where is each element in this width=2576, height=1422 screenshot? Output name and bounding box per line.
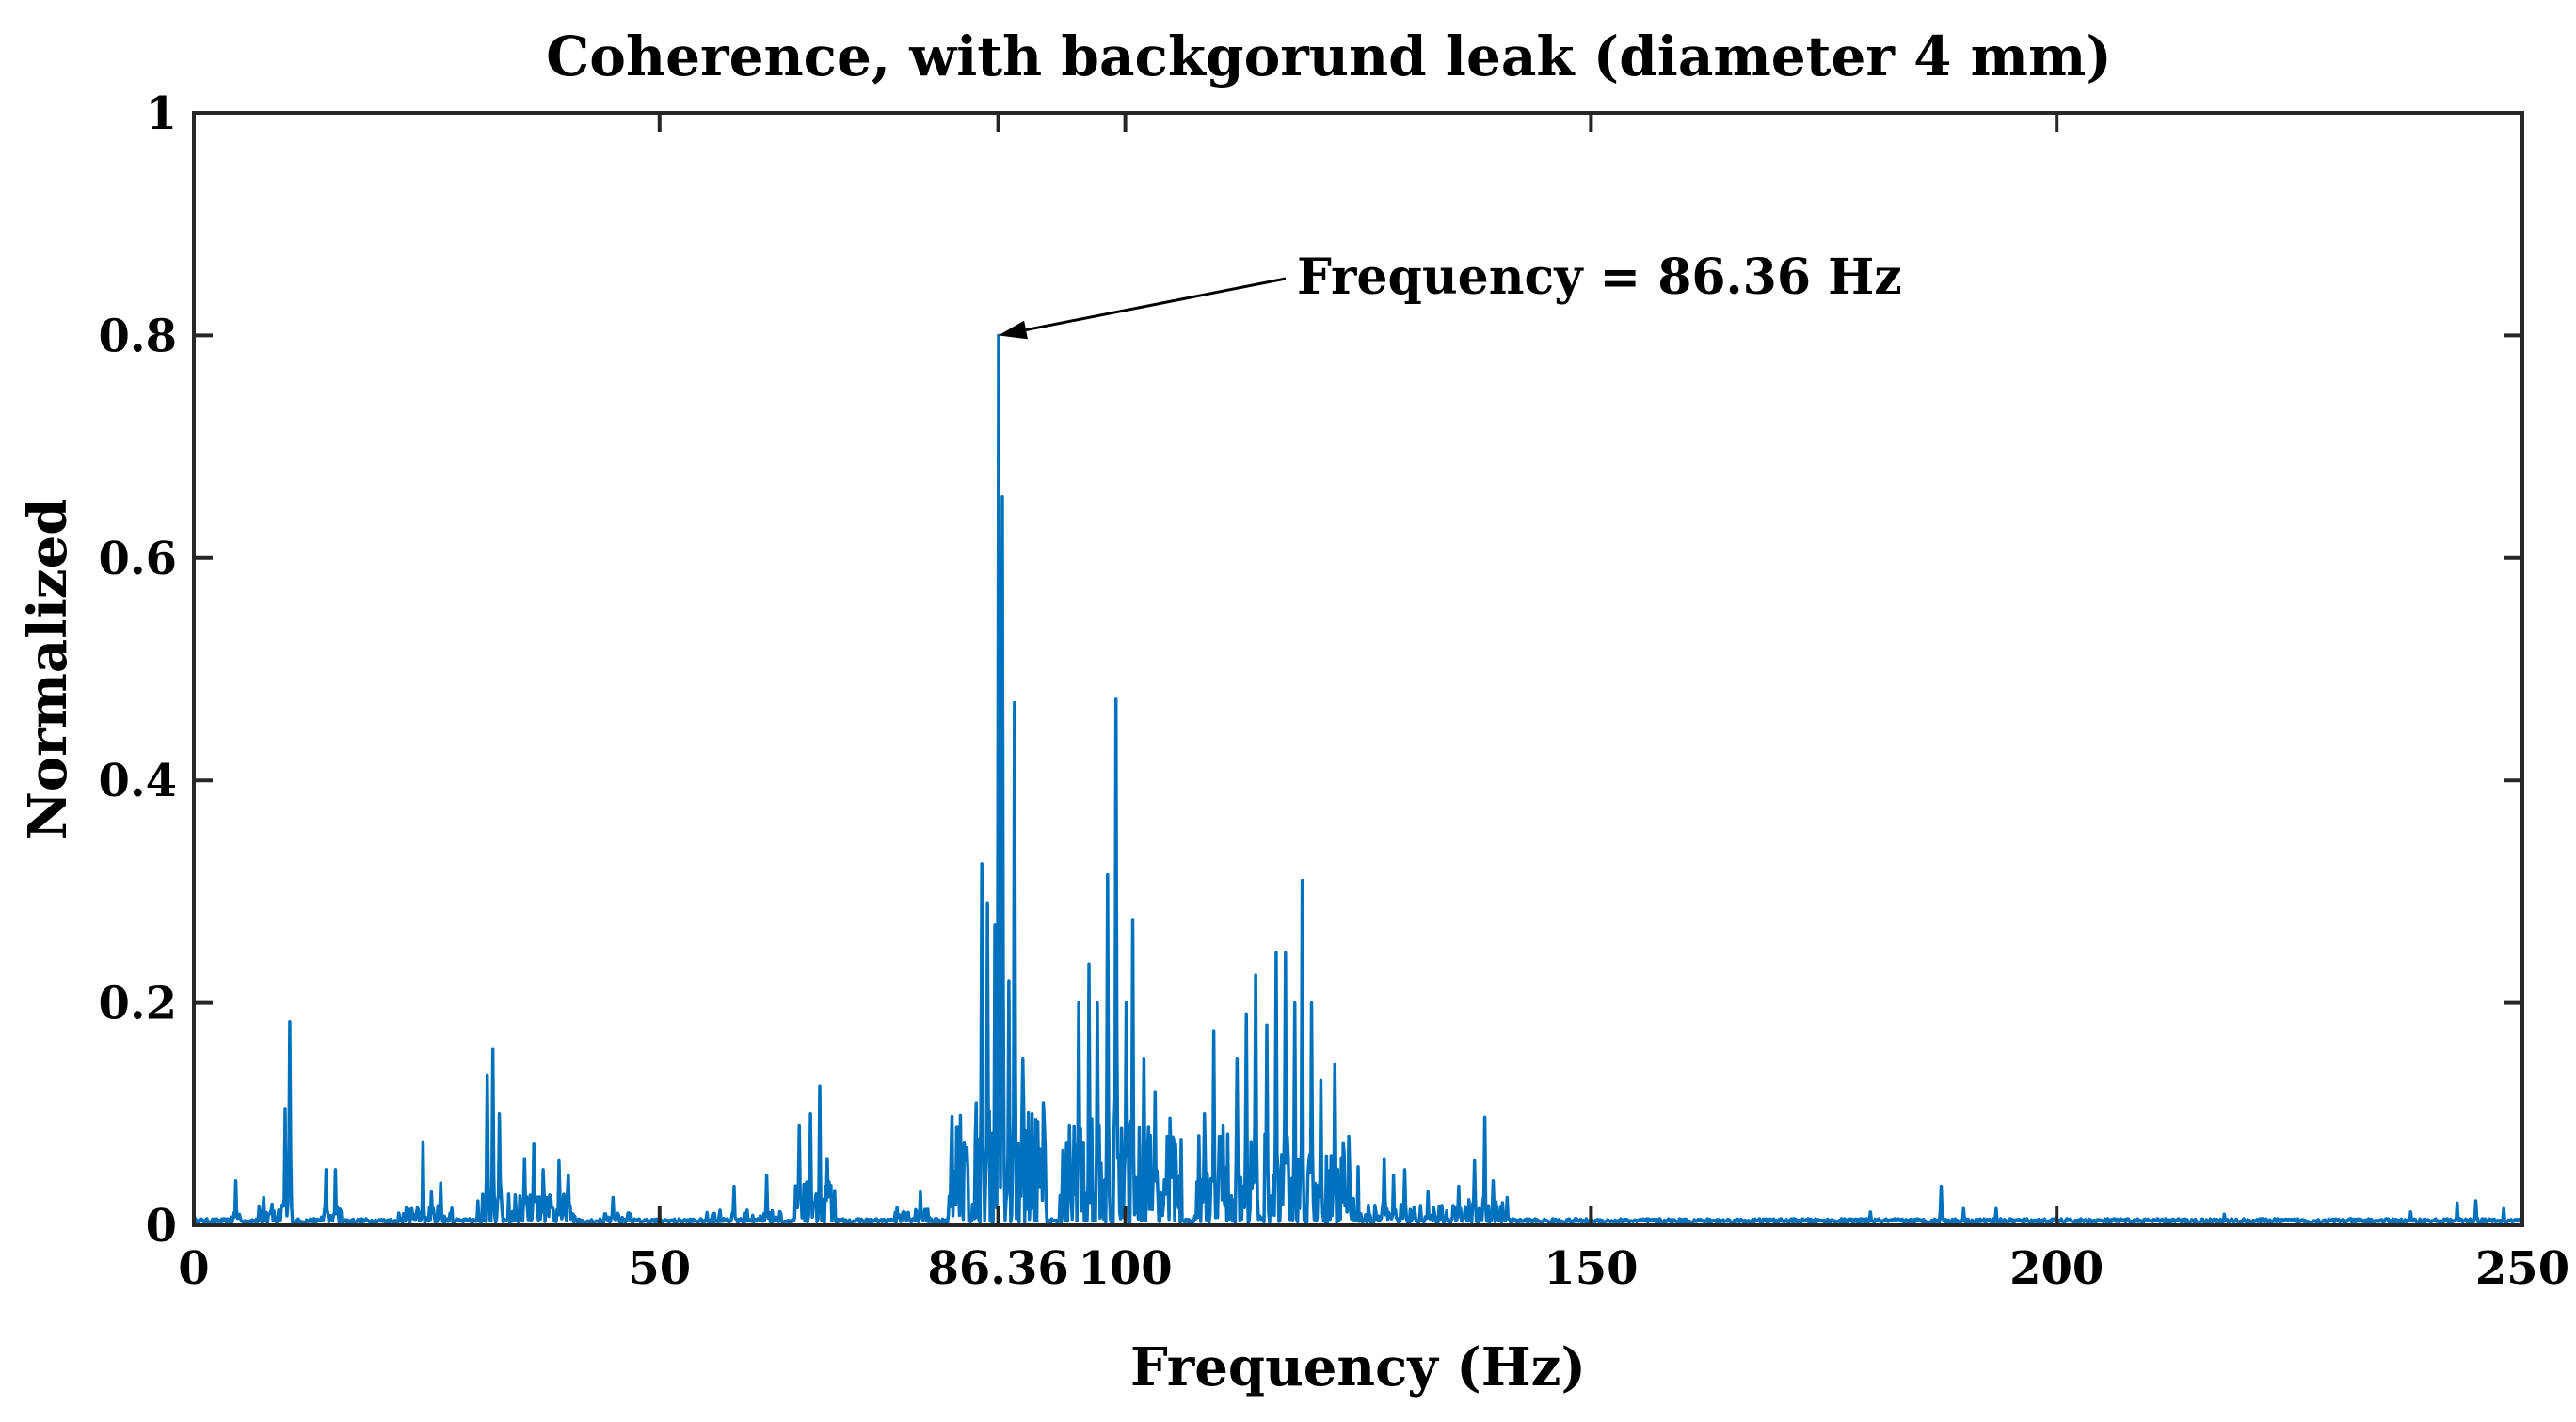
annotation-arrow <box>1025 277 1287 332</box>
x-tick-label: 150 <box>1544 1242 1638 1295</box>
x-tick-label: 250 <box>2475 1242 2569 1295</box>
y-tick-label: 0.2 <box>98 978 177 1031</box>
y-tick-label: 0.6 <box>98 533 177 585</box>
series-line <box>192 333 2524 1225</box>
chart-title: Coherence, with backgorund leak (diamete… <box>546 24 2112 88</box>
annotation-arrow-head <box>998 320 1028 340</box>
x-tick-label: 86.36 <box>927 1242 1068 1295</box>
x-tick-label: 200 <box>2009 1242 2104 1295</box>
ticks-layer: 0 50 86.36 100 150 200 250 0 0.2 0.4 0.6 0.8 1 <box>98 88 2569 1295</box>
x-axis-label: Frequency (Hz) <box>1130 1336 1586 1398</box>
series-layer <box>192 333 2524 1225</box>
y-tick-label: 0 <box>146 1200 177 1253</box>
y-tick-label: 0.8 <box>98 310 177 362</box>
y-tick-label: 0.4 <box>98 755 177 807</box>
annotation-layer: Frequency = 86.36 Hz <box>998 248 1902 340</box>
x-tick-label: 50 <box>628 1242 691 1295</box>
x-tick-label: 100 <box>1078 1242 1172 1295</box>
annotation-label: Frequency = 86.36 Hz <box>1297 248 1902 306</box>
y-tick-label: 1 <box>146 88 177 140</box>
x-tick-label: 0 <box>178 1242 209 1295</box>
plot-area-frame <box>192 111 2524 1227</box>
y-axis-label: Normalized <box>17 499 79 840</box>
